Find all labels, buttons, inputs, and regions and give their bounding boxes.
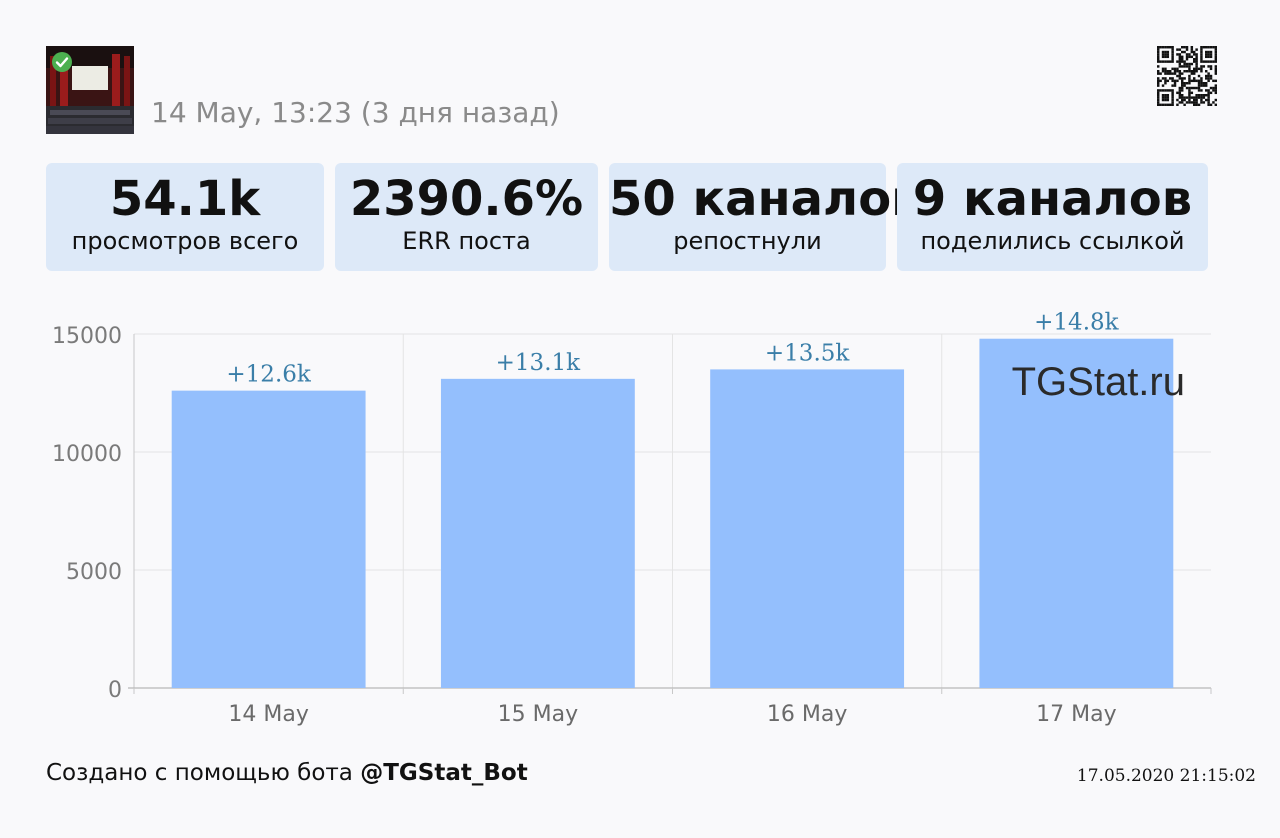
stat-value: 9 каналов [912, 171, 1193, 227]
bar-data-label: +12.6k [226, 362, 311, 388]
bar-data-label: +14.8k [1034, 310, 1119, 336]
x-tick-label: 14 May [228, 702, 308, 727]
stat-label: репостнули [673, 227, 822, 255]
bot-link[interactable]: @TGStat_Bot [360, 760, 528, 786]
footer-created-by: Создано с помощью бота @TGStat_Bot [46, 760, 528, 786]
chart-watermark: TGStat.ru [1012, 360, 1185, 404]
stat-label: просмотров всего [71, 227, 299, 255]
bar [440, 378, 635, 688]
bar [710, 369, 905, 688]
bar-data-label: +13.1k [496, 350, 581, 376]
stat-label: поделились ссылкой [920, 227, 1185, 255]
stat-card-link-shares: 9 каналов поделились ссылкой [897, 163, 1208, 271]
bar [171, 390, 366, 688]
x-tick-label: 15 May [498, 702, 578, 727]
y-tick-label: 15000 [52, 324, 122, 349]
stat-card-err: 2390.6% ERR поста [335, 163, 598, 271]
y-tick-label: 10000 [52, 442, 122, 467]
stat-card-reposts: 50 каналов репостнули [609, 163, 922, 271]
stat-value: 50 каналов [609, 171, 922, 227]
channel-avatar [46, 46, 134, 134]
verified-check-icon [52, 52, 72, 72]
stat-card-views: 54.1k просмотров всего [46, 163, 324, 271]
post-date: 14 May, 13:23 (3 дня назад) [151, 96, 560, 129]
qr-code-icon[interactable] [1157, 46, 1217, 106]
bar [979, 338, 1174, 688]
y-tick-label: 5000 [66, 560, 122, 585]
x-tick-label: 17 May [1036, 702, 1116, 727]
y-tick-label: 0 [108, 678, 122, 703]
stat-value: 2390.6% [349, 171, 584, 227]
stat-value: 54.1k [109, 171, 261, 227]
x-tick-label: 16 May [767, 702, 847, 727]
views-bar-chart: 0 5000 10000 15000 TGStat.ru +12.6k 14 May +13.… [52, 310, 1212, 727]
created-prefix: Создано с помощью бота [46, 760, 361, 786]
bar-data-label: +13.5k [765, 340, 850, 366]
footer-timestamp: 17.05.2020 21:15:02 [1076, 766, 1256, 786]
stat-label: ERR поста [402, 227, 531, 255]
